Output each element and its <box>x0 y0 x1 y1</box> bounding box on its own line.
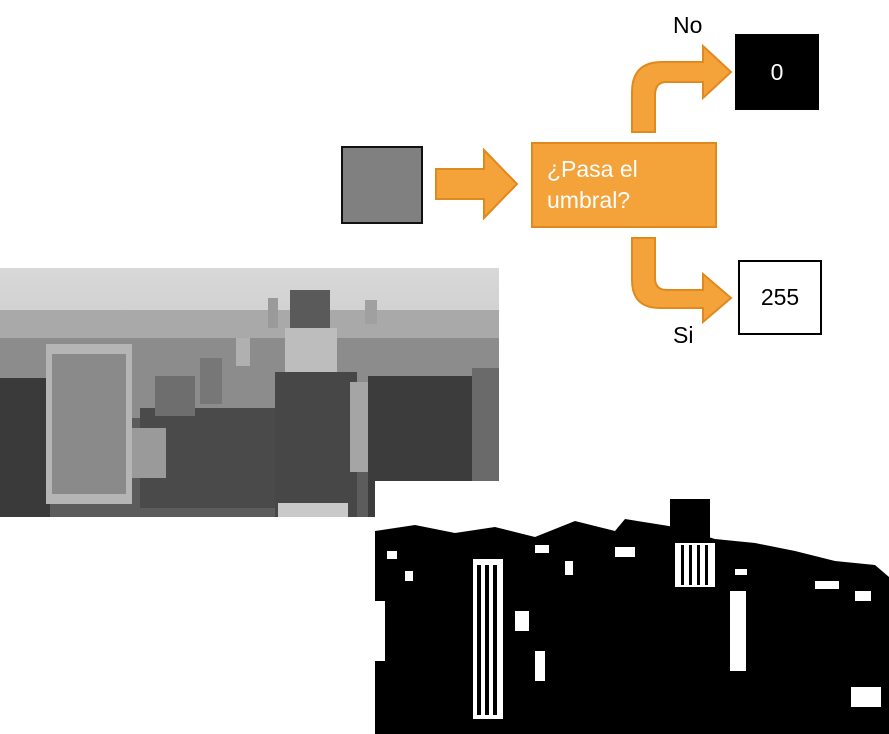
input-arrow <box>435 147 519 221</box>
si-branch-arrow <box>631 237 733 325</box>
grayscale-city-photo <box>0 268 499 517</box>
binary-city-photo <box>375 481 889 734</box>
output-255-box: 255 <box>738 260 822 335</box>
threshold-decision-box: ¿Pasa el umbral? <box>531 142 717 228</box>
si-branch-label: Si <box>673 322 694 348</box>
no-branch-label: No <box>673 12 703 38</box>
input-pixel-square <box>341 146 423 224</box>
output-zero-box: 0 <box>735 34 819 110</box>
no-branch-arrow <box>631 43 733 133</box>
